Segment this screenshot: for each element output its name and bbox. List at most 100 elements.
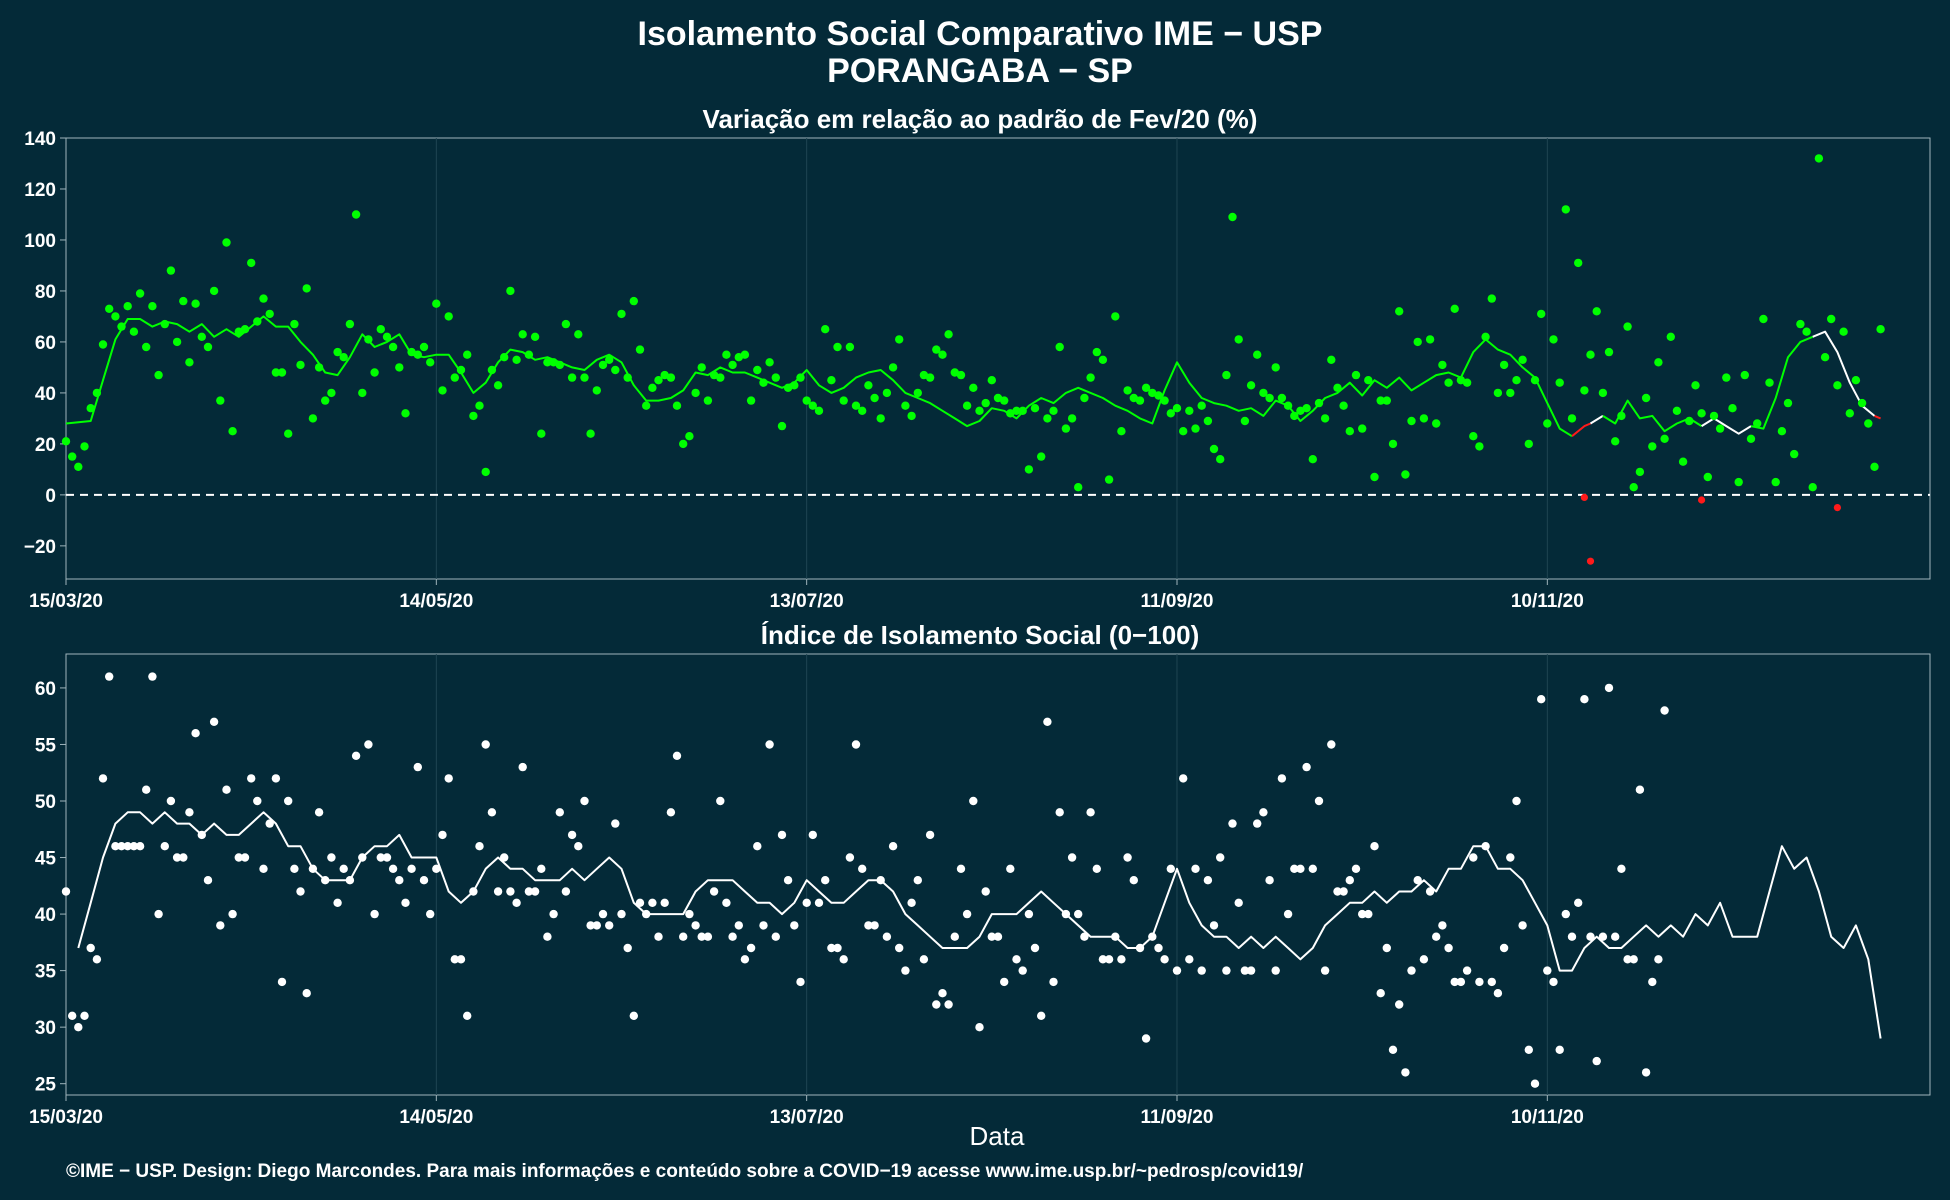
bottom-y-tick-label: 40 bbox=[35, 905, 56, 926]
top-data-point bbox=[154, 370, 163, 380]
bottom-data-point bbox=[1425, 887, 1435, 896]
top-data-point bbox=[1678, 457, 1688, 466]
bottom-data-point bbox=[962, 909, 972, 919]
bottom-data-point bbox=[642, 909, 651, 919]
top-moving-average-line bbox=[1589, 415, 1604, 425]
top-data-point bbox=[351, 210, 361, 219]
top-y-tick-label: −20 bbox=[24, 537, 56, 558]
bottom-data-point bbox=[1074, 909, 1083, 919]
top-data-point bbox=[703, 396, 713, 405]
bottom-data-point bbox=[487, 808, 497, 817]
top-y-tick-label: 40 bbox=[35, 384, 56, 405]
top-data-point bbox=[1000, 396, 1009, 405]
top-data-point bbox=[1185, 406, 1194, 415]
top-data-point bbox=[493, 381, 503, 390]
bottom-data-point bbox=[1358, 909, 1367, 919]
top-data-point bbox=[833, 342, 842, 352]
bottom-data-point bbox=[154, 909, 163, 919]
top-data-point bbox=[98, 340, 108, 349]
top-data-point bbox=[1740, 370, 1750, 380]
top-data-point bbox=[1561, 205, 1571, 214]
bottom-data-point bbox=[148, 672, 157, 681]
top-data-point bbox=[586, 429, 595, 438]
top-data-point bbox=[475, 401, 484, 410]
bottom-y-tick-label: 50 bbox=[35, 792, 56, 813]
top-data-point bbox=[1666, 332, 1676, 341]
top-data-point bbox=[111, 312, 120, 321]
bottom-y-tick-label: 45 bbox=[35, 849, 57, 870]
top-data-point bbox=[1425, 335, 1435, 344]
bottom-data-point bbox=[1086, 808, 1095, 817]
bottom-data-point bbox=[1648, 977, 1657, 987]
bottom-data-point bbox=[864, 921, 873, 930]
bottom-data-point bbox=[1635, 785, 1645, 794]
bottom-data-point bbox=[493, 887, 503, 896]
bottom-data-point bbox=[444, 774, 453, 783]
top-data-point bbox=[265, 309, 274, 319]
top-data-point bbox=[506, 286, 515, 296]
top-data-point bbox=[1648, 442, 1657, 451]
bottom-panel: 25 30 35 40 45 50 55 60 15/03/20 14/05/20 13/07/20… bbox=[29, 653, 1931, 1128]
bottom-data-point bbox=[290, 864, 299, 873]
top-data-point bbox=[1061, 424, 1071, 433]
bottom-data-point bbox=[345, 876, 355, 885]
top-data-point bbox=[740, 350, 750, 359]
bottom-data-point bbox=[1413, 876, 1422, 885]
top-data-point bbox=[1796, 319, 1805, 329]
top-data-point bbox=[1820, 353, 1830, 362]
bottom-data-point bbox=[160, 842, 169, 851]
top-x-tick-label: 14/05/20 bbox=[399, 591, 473, 612]
bottom-data-point bbox=[1376, 989, 1385, 998]
bottom-data-point bbox=[851, 740, 861, 749]
top-data-point bbox=[179, 296, 188, 306]
top-data-point bbox=[1166, 409, 1176, 418]
top-data-point bbox=[1734, 477, 1743, 487]
bottom-data-point bbox=[827, 943, 836, 953]
bottom-data-point bbox=[839, 955, 848, 964]
top-data-point bbox=[1216, 455, 1225, 464]
bottom-data-point bbox=[370, 909, 379, 919]
bottom-data-point bbox=[777, 830, 787, 840]
top-data-point bbox=[345, 319, 355, 329]
bottom-data-point bbox=[524, 887, 534, 896]
top-data-point bbox=[253, 317, 262, 326]
bottom-data-point bbox=[1271, 966, 1280, 975]
bottom-data-point bbox=[358, 853, 367, 862]
bottom-data-point bbox=[1240, 966, 1250, 975]
top-data-point bbox=[1864, 419, 1873, 428]
top-data-point bbox=[1783, 398, 1793, 408]
top-data-point bbox=[1567, 414, 1577, 423]
top-data-point bbox=[1290, 411, 1299, 421]
top-data-point bbox=[956, 370, 966, 380]
top-data-point bbox=[1777, 427, 1787, 436]
bottom-x-tick-label: 13/07/20 bbox=[770, 1107, 844, 1128]
top-data-point bbox=[500, 353, 509, 362]
top-y-tick-label: 0 bbox=[45, 486, 56, 507]
bottom-data-point bbox=[1395, 1000, 1404, 1009]
top-moving-average-line bbox=[1750, 335, 1814, 430]
top-data-point bbox=[1327, 355, 1336, 364]
top-data-point bbox=[1518, 355, 1527, 364]
top-data-point bbox=[1530, 376, 1540, 385]
top-data-point bbox=[1364, 376, 1373, 385]
top-data-point bbox=[1123, 386, 1132, 395]
bottom-data-point bbox=[1314, 796, 1324, 806]
top-data-point bbox=[1592, 307, 1601, 316]
top-data-point bbox=[1370, 472, 1379, 482]
top-y-tick-label: 120 bbox=[24, 180, 56, 201]
bottom-data-point bbox=[382, 853, 392, 862]
bottom-data-point bbox=[438, 830, 447, 840]
bottom-data-point bbox=[580, 796, 589, 806]
bottom-data-point bbox=[691, 921, 700, 930]
top-data-point bbox=[1055, 342, 1064, 352]
top-data-point bbox=[1506, 388, 1515, 398]
bottom-data-point bbox=[858, 864, 867, 873]
top-data-point bbox=[716, 373, 725, 382]
top-data-point bbox=[308, 414, 318, 423]
top-data-point bbox=[1493, 388, 1503, 398]
bottom-data-point bbox=[574, 842, 583, 851]
top-data-point bbox=[1543, 419, 1552, 428]
top-data-point bbox=[512, 355, 521, 364]
top-data-point bbox=[981, 398, 990, 408]
top-data-point bbox=[1499, 360, 1509, 370]
